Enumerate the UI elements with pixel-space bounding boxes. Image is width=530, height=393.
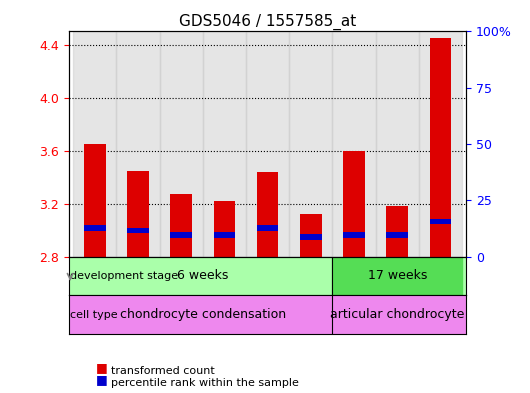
Bar <box>343 232 365 237</box>
Bar <box>171 195 192 257</box>
Title: GDS5046 / 1557585_at: GDS5046 / 1557585_at <box>179 14 356 30</box>
Bar <box>127 171 149 257</box>
Text: transformed count: transformed count <box>111 366 215 376</box>
Bar <box>300 234 322 240</box>
Bar <box>117 31 160 257</box>
Bar <box>376 31 419 257</box>
Bar <box>84 226 105 231</box>
Bar <box>214 201 235 257</box>
Bar <box>127 228 149 233</box>
Bar <box>386 206 408 257</box>
Bar <box>300 214 322 257</box>
Bar <box>160 31 203 257</box>
Text: 17 weeks: 17 weeks <box>368 270 427 283</box>
Bar <box>343 151 365 257</box>
Text: articular chondrocyte: articular chondrocyte <box>330 308 464 321</box>
Bar <box>332 296 462 334</box>
Bar <box>73 31 117 257</box>
Bar <box>171 232 192 237</box>
Text: chondrocyte condensation: chondrocyte condensation <box>120 308 286 321</box>
Bar <box>289 31 332 257</box>
Bar <box>419 31 462 257</box>
Bar <box>430 38 451 257</box>
Bar <box>214 232 235 237</box>
Bar <box>257 226 278 231</box>
Bar <box>386 232 408 237</box>
Bar <box>73 257 332 296</box>
Text: cell type: cell type <box>70 310 117 320</box>
Text: 6 weeks: 6 weeks <box>177 270 228 283</box>
Bar <box>203 31 246 257</box>
Bar <box>73 296 332 334</box>
Bar <box>257 172 278 257</box>
Bar <box>246 31 289 257</box>
Bar <box>430 219 451 224</box>
Bar <box>332 257 462 296</box>
Text: development stage: development stage <box>70 271 178 281</box>
Bar <box>332 31 376 257</box>
Text: ■: ■ <box>95 373 107 386</box>
Bar <box>84 144 105 257</box>
Text: ■: ■ <box>95 362 107 375</box>
Text: percentile rank within the sample: percentile rank within the sample <box>111 378 299 388</box>
